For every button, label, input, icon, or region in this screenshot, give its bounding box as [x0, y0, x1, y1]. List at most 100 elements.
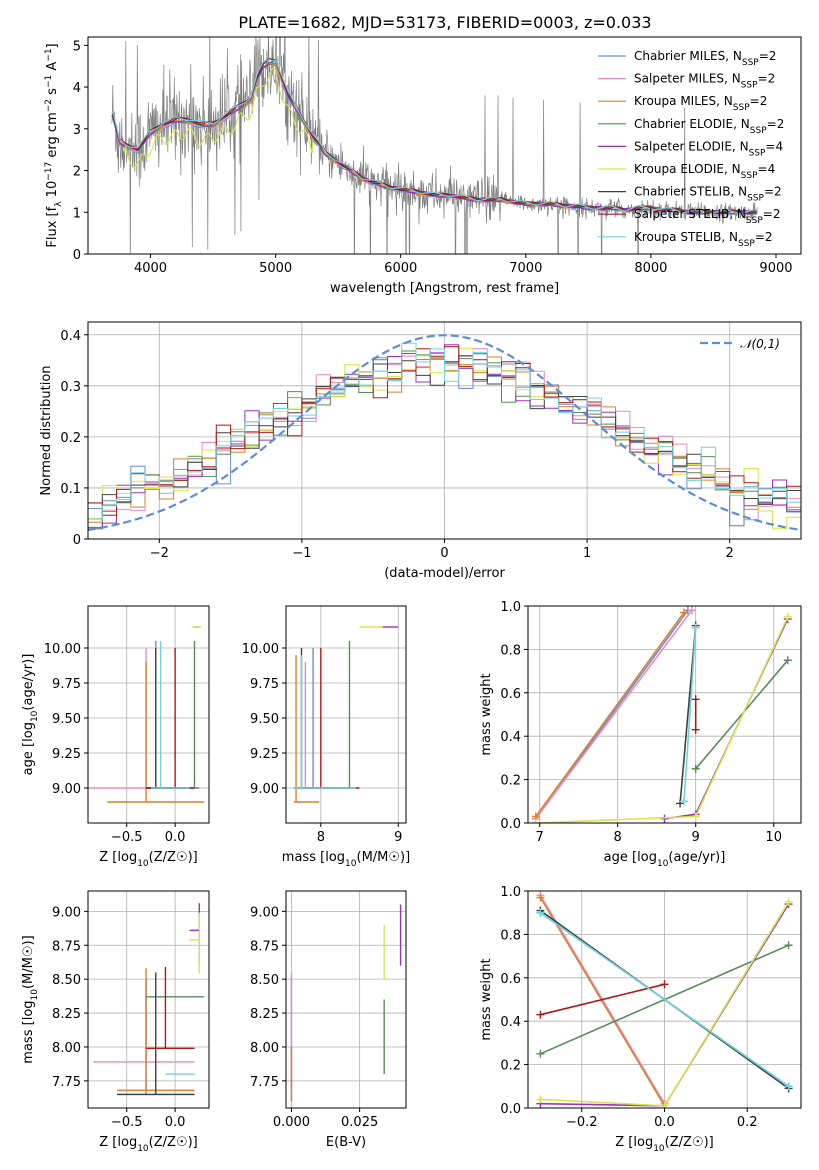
- axes-frame: [285, 605, 407, 824]
- legend-label: Kroupa ELODIE, NSSP=4: [634, 162, 775, 181]
- y-tick-label: 0: [73, 533, 81, 548]
- plot-area-mass_vs_Z: [92, 903, 205, 1096]
- panel-mass_vs_Z: −0.5 0.0 7.75 8.00 8.25 8.50 8.75 9.00 Z [log10(…: [21, 890, 210, 1154]
- weight-marker-7: [691, 695, 700, 704]
- weight-marker-8: [680, 797, 688, 806]
- spectrum-legend: Chabrier MILES, NSSP=2 Salpeter MILES, NS…: [598, 49, 784, 249]
- x-tick-label: 0.000: [273, 1115, 310, 1130]
- x-tick-label: −0.5: [111, 1115, 143, 1130]
- weight-marker-7: [660, 980, 669, 989]
- y-tick-label: 0.0: [500, 1102, 521, 1117]
- plot-area-weight_vs_Z: [536, 891, 793, 1108]
- weight-line-7: [540, 983, 665, 1016]
- histogram-step-8: [88, 342, 801, 530]
- ticks-weight_vs_Z: −0.2 0.0 0.2 0.0 0.2 0.4 0.6 0.8 1.0: [500, 885, 757, 1130]
- x-axis-label: age [log10(age/yr)]: [604, 850, 726, 869]
- y-tick-label: 8.50: [250, 973, 279, 988]
- plot-area-age_vs_mass: [293, 626, 399, 803]
- weight-marker-3: [784, 941, 793, 950]
- weight-marker-2: [680, 608, 688, 617]
- x-tick-label: 5000: [259, 261, 292, 276]
- x-tick-label: 0.0: [165, 1115, 186, 1130]
- y-axis-label: mass weight: [479, 673, 494, 755]
- y-tick-label: 9.75: [52, 677, 81, 692]
- y-tick-label: 1: [73, 206, 81, 221]
- weight-marker-8: [691, 623, 700, 632]
- weight-line-2: [535, 612, 685, 817]
- ticks-age_vs_mass: 8 9 9.00 9.25 9.50 9.75 10.00: [242, 642, 403, 845]
- ticks-spectrum: 4000 5000 6000 7000 8000 9000 0 1 2 3 4 5: [73, 39, 793, 276]
- y-tick-label: 7.75: [250, 1075, 279, 1090]
- y-tick-label: 1.0: [500, 600, 521, 615]
- panel-age_vs_Z: −0.5 0.0 9.00 9.25 9.50 9.75 10.00 Z [log10(Z/Z…: [21, 605, 210, 869]
- y-tick-label: 9.25: [250, 747, 279, 762]
- x-tick-label: 1: [583, 546, 591, 561]
- x-tick-label: 10: [765, 830, 782, 845]
- x-axis-label: E(B-V): [326, 1135, 366, 1150]
- x-tick-label: 7000: [509, 261, 542, 276]
- weight-marker-3: [691, 764, 700, 773]
- y-axis-label: age [log10(age/yr)]: [21, 654, 40, 776]
- axes-frame: [87, 605, 210, 824]
- y-tick-label: 4: [73, 81, 81, 96]
- weight-marker-3: [536, 1049, 545, 1058]
- weight-line-5: [535, 616, 789, 823]
- weight-marker-2: [536, 893, 545, 902]
- plot-area-weight_vs_age: [531, 606, 792, 823]
- legend-label: Kroupa STELIB, NSSP=2: [634, 230, 773, 249]
- legend-label: Salpeter ELODIE, NSSP=4: [634, 139, 783, 158]
- y-tick-label: 9.75: [250, 677, 279, 692]
- legend-label: Chabrier MILES, NSSP=2: [634, 49, 776, 68]
- y-tick-label: 0.1: [60, 482, 81, 497]
- y-tick-label: 8.75: [52, 939, 81, 954]
- x-tick-label: 0.025: [341, 1115, 378, 1130]
- weight-marker-5: [783, 612, 792, 621]
- legend-label: Kroupa MILES, NSSP=2: [634, 94, 767, 113]
- x-tick-label: 0: [440, 546, 448, 561]
- y-tick-label: 0.8: [500, 928, 521, 943]
- y-tick-label: 8.25: [52, 1007, 81, 1022]
- y-tick-label: 8.50: [52, 973, 81, 988]
- x-axis-label: (data-model)/error: [384, 566, 505, 581]
- y-axis-label: Flux [fλ 10−17 erg cm−2 s−1 A−1]: [44, 43, 64, 247]
- y-tick-label: 1.0: [500, 885, 521, 900]
- plot-area-spectrum: [111, 37, 758, 254]
- axes-frame: [87, 36, 802, 255]
- legend-label: 𝒩(0,1): [740, 337, 780, 351]
- y-tick-label: 9.50: [52, 712, 81, 727]
- y-tick-label: 0.3: [60, 380, 81, 395]
- weight-marker-5: [536, 1095, 545, 1104]
- y-tick-label: 8.75: [250, 939, 279, 954]
- x-axis-label: Z [log10(Z/Z☉)]: [615, 1135, 714, 1154]
- x-tick-label: −0.2: [566, 1115, 598, 1130]
- x-axis-label: Z [log10(Z/Z☉)]: [99, 1135, 198, 1154]
- panel-weight_vs_Z: −0.2 0.0 0.2 0.0 0.2 0.4 0.6 0.8 1.0 Z [log10(Z/Z…: [479, 885, 802, 1154]
- x-tick-label: 0.0: [165, 830, 186, 845]
- y-tick-label: 9.00: [250, 905, 279, 920]
- y-tick-label: 0.2: [500, 774, 521, 789]
- y-tick-label: 8.00: [250, 1041, 279, 1056]
- x-tick-label: −0.5: [111, 830, 143, 845]
- weight-marker-5: [691, 812, 700, 821]
- panel-residuals: −2 −1 0 1 2 0 0.1 0.2 0.3 0.4 (data-model)/error No…: [39, 321, 802, 581]
- axes-frame: [527, 605, 802, 824]
- y-tick-label: 9.25: [52, 747, 81, 762]
- ticks-mass_vs_Z: −0.5 0.0 7.75 8.00 8.25 8.50 8.75 9.00: [52, 905, 185, 1130]
- x-tick-label: 0.0: [654, 1115, 675, 1130]
- y-tick-label: 0.0: [500, 817, 521, 832]
- y-tick-label: 0.4: [60, 329, 81, 344]
- weight-line-8: [539, 912, 790, 1087]
- panel-weight_vs_age: 7 8 9 10 0.0 0.2 0.4 0.6 0.8 1.0 age [log10(age/yr…: [479, 600, 802, 869]
- x-tick-label: 4000: [134, 261, 167, 276]
- x-tick-label: 2: [726, 546, 734, 561]
- axes-frame: [527, 890, 802, 1109]
- weight-line-8: [683, 627, 697, 802]
- model-spectrum-line-5: [124, 67, 320, 169]
- x-tick-label: 0.2: [737, 1115, 758, 1130]
- y-tick-label: 8.00: [52, 1041, 81, 1056]
- x-axis-label: Z [log10(Z/Z☉)]: [99, 850, 198, 869]
- plot-area-residuals: [88, 334, 801, 532]
- y-tick-label: 0: [73, 248, 81, 263]
- y-tick-label: 9.00: [52, 782, 81, 797]
